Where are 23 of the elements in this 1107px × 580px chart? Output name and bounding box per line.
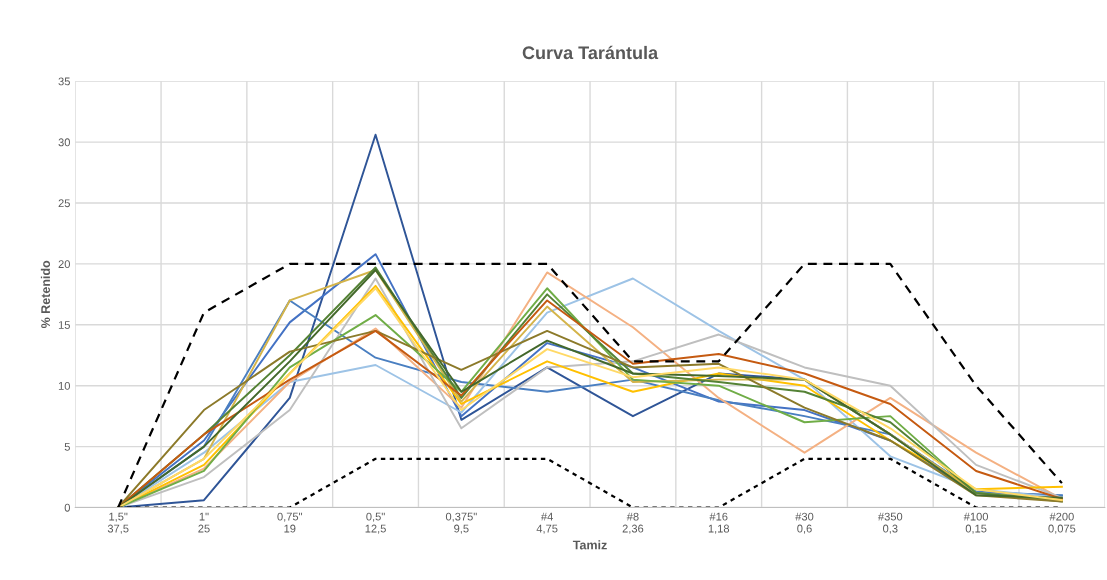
x-tick-label: 0,5" 12,5 bbox=[365, 512, 386, 534]
x-tick-label: #200 0,075 bbox=[1048, 512, 1076, 534]
x-tick-label: #100 0,15 bbox=[963, 512, 989, 534]
y-tick-label: 0 bbox=[64, 503, 70, 512]
x-tick-label: #4 4,75 bbox=[536, 512, 558, 534]
x-tick-label: 1" 25 bbox=[198, 512, 210, 533]
chart-title: Curva Tarántula bbox=[522, 45, 659, 60]
y-tick-label: 20 bbox=[58, 260, 70, 269]
x-tick-label: 1,5" 37,5 bbox=[107, 512, 129, 534]
x-axis-title: Tamiz bbox=[572, 540, 607, 550]
y-tick-label: 30 bbox=[58, 138, 70, 147]
y-tick-label: 5 bbox=[64, 442, 70, 451]
x-tick-label: 0,75" 19 bbox=[277, 512, 303, 533]
x-tick-label: #16 1,18 bbox=[708, 512, 730, 534]
y-tick-label: 10 bbox=[58, 381, 70, 390]
x-tick-label: #8 2,36 bbox=[622, 512, 644, 534]
y-tick-label: 25 bbox=[58, 199, 70, 208]
y-tick-label: 35 bbox=[58, 77, 70, 86]
x-tick-label: #350 0,3 bbox=[878, 512, 903, 534]
y-axis-title: % Retenido bbox=[40, 260, 51, 329]
x-tick-label: #30 0,6 bbox=[795, 512, 814, 534]
y-tick-label: 15 bbox=[58, 321, 70, 329]
x-tick-label: 0,375" 9,5 bbox=[445, 512, 477, 534]
